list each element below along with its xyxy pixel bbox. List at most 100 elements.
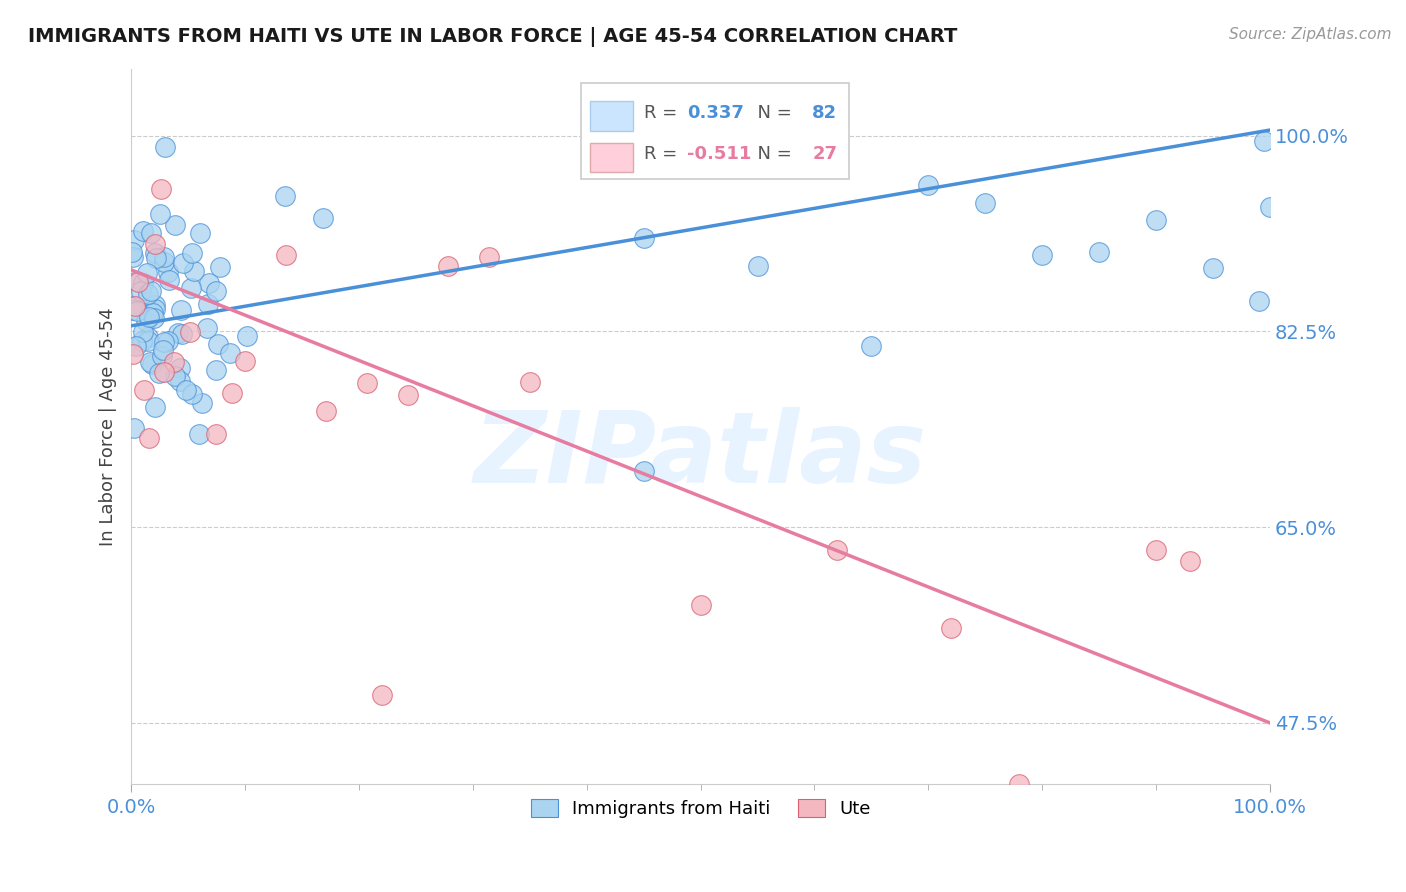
Point	[198, 276, 221, 290]
Point	[204, 427, 226, 442]
Text: R =: R =	[644, 103, 683, 122]
Point	[233, 354, 256, 368]
FancyBboxPatch shape	[581, 83, 849, 179]
Point	[152, 349, 174, 363]
Point	[136, 266, 159, 280]
Point	[156, 334, 179, 348]
Point	[174, 383, 197, 397]
Point	[157, 265, 180, 279]
Point	[163, 369, 186, 384]
Point	[138, 431, 160, 445]
Text: ZIPatlas: ZIPatlas	[474, 407, 927, 504]
Point	[143, 302, 166, 317]
Point	[121, 303, 143, 318]
Point	[396, 387, 419, 401]
Point	[747, 259, 769, 273]
Point	[143, 298, 166, 312]
Point	[152, 365, 174, 379]
Point	[142, 310, 165, 325]
Text: 82: 82	[813, 103, 838, 122]
Point	[478, 250, 501, 264]
Point	[1008, 777, 1031, 791]
Point	[124, 339, 146, 353]
Point	[122, 421, 145, 435]
Point	[136, 287, 159, 301]
Point	[180, 246, 202, 260]
Point	[371, 688, 394, 702]
Point	[149, 207, 172, 221]
Point	[825, 542, 848, 557]
Point	[134, 384, 156, 398]
Point	[974, 195, 997, 210]
Point	[205, 284, 228, 298]
Point	[132, 326, 155, 340]
Point	[939, 621, 962, 635]
Text: N =: N =	[747, 145, 797, 163]
Point	[122, 233, 145, 247]
Point	[139, 284, 162, 298]
Point	[153, 140, 176, 154]
Point	[141, 357, 163, 371]
Point	[274, 248, 297, 262]
Point	[1202, 260, 1225, 275]
Point	[219, 346, 242, 360]
Point	[134, 314, 156, 328]
Point	[139, 226, 162, 240]
Point	[1247, 294, 1270, 309]
Point	[1088, 245, 1111, 260]
Point	[1258, 200, 1281, 214]
Point	[917, 178, 939, 192]
Text: 27: 27	[813, 145, 837, 163]
Point	[197, 296, 219, 310]
Point	[180, 281, 202, 295]
Point	[127, 304, 149, 318]
Point	[235, 328, 257, 343]
Point	[145, 252, 167, 266]
Point	[170, 327, 193, 342]
Point	[138, 310, 160, 324]
Point	[167, 326, 190, 340]
Point	[157, 272, 180, 286]
Point	[121, 251, 143, 265]
Point	[145, 246, 167, 260]
Point	[150, 182, 173, 196]
Point	[188, 226, 211, 240]
Point	[208, 260, 231, 275]
Point	[131, 334, 153, 348]
Point	[129, 284, 152, 298]
Point	[121, 299, 143, 313]
Point	[136, 334, 159, 349]
Point	[122, 347, 145, 361]
Text: Source: ZipAtlas.com: Source: ZipAtlas.com	[1229, 27, 1392, 42]
Point	[152, 343, 174, 357]
Text: IMMIGRANTS FROM HAITI VS UTE IN LABOR FORCE | AGE 45-54 CORRELATION CHART: IMMIGRANTS FROM HAITI VS UTE IN LABOR FO…	[28, 27, 957, 46]
Point	[437, 259, 460, 273]
Point	[195, 321, 218, 335]
Point	[689, 599, 711, 613]
Point	[1144, 213, 1167, 227]
Point	[221, 386, 243, 401]
Point	[153, 255, 176, 269]
Text: -0.511: -0.511	[688, 145, 751, 163]
Text: N =: N =	[747, 103, 797, 122]
FancyBboxPatch shape	[591, 102, 634, 131]
Point	[163, 218, 186, 232]
Text: 0.337: 0.337	[688, 103, 744, 122]
Point	[153, 250, 176, 264]
Point	[169, 360, 191, 375]
Point	[172, 256, 194, 270]
Y-axis label: In Labor Force | Age 45-54: In Labor Force | Age 45-54	[100, 307, 117, 546]
Point	[190, 396, 212, 410]
Point	[181, 387, 204, 401]
Text: R =: R =	[644, 145, 683, 163]
Point	[274, 188, 297, 202]
Point	[124, 300, 146, 314]
Point	[356, 376, 378, 390]
Point	[183, 264, 205, 278]
Point	[860, 339, 883, 353]
Point	[633, 464, 655, 478]
FancyBboxPatch shape	[591, 143, 634, 172]
Point	[207, 337, 229, 351]
Point	[136, 330, 159, 344]
Point	[139, 354, 162, 368]
